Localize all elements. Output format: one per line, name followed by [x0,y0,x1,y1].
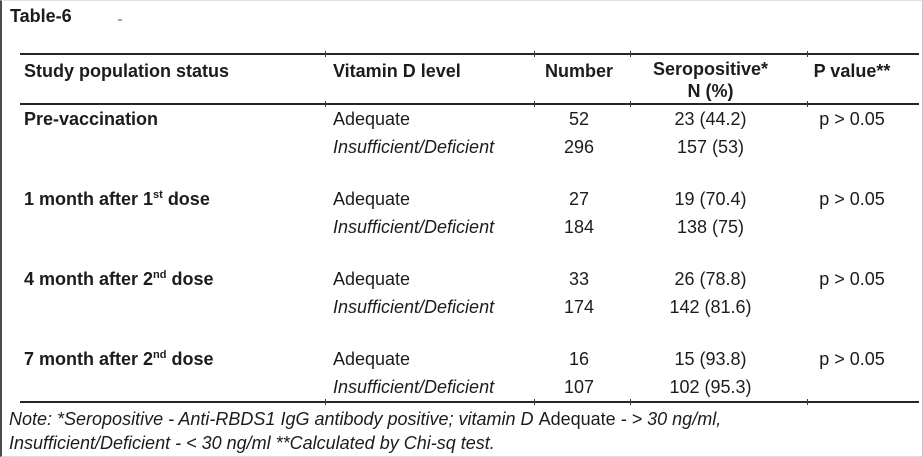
table-row: 1 month after 1st dose Adequate 27 19 (7… [20,185,919,213]
table-group-4-month-after-2nd-dose: 4 month after 2nd dose Adequate 33 26 (7… [20,265,919,321]
column-tick [807,51,808,57]
vitamin-d-level-cell: Insufficient/Deficient [333,377,495,397]
seropositive-cell: 157 (53) [676,137,745,157]
seropositive-cell: 15 (93.8) [674,349,747,369]
status-text-suffix: dose [166,269,214,289]
footnote-line-1: Note: *Seropositive - Anti-RBDS1 IgG ant… [9,407,914,431]
stray-dot [118,19,122,21]
column-tick [630,399,631,405]
status-cell: 1 month after 1st dose [20,185,325,213]
number-cell: 174 [563,297,595,317]
seropositive-cell: 142 (81.6) [669,297,752,317]
table-row: Insufficient/Deficient 296 157 (53) [20,133,919,161]
header-p-value: P value** [813,61,891,81]
p-value-cell: p > 0.05 [819,109,885,129]
vitamin-d-level-cell: Adequate [333,109,411,129]
seropositive-cell: 26 (78.8) [674,269,747,289]
empty-cell [20,133,325,161]
p-value-cell: p > 0.05 [819,269,885,289]
number-cell: 52 [568,109,590,129]
vitamin-d-level-cell: Adequate [333,189,411,209]
header-bottom-rule [20,101,919,107]
status-text-suffix: dose [166,349,214,369]
seropositive-cell: 138 (75) [676,217,745,237]
empty-cell [20,373,325,401]
status-text: Pre-vaccination [24,109,159,129]
header-seropositive-line2: N (%) [687,81,734,101]
table-bottom-rule [20,399,919,405]
table-row: Insufficient/Deficient 184 138 (75) [20,213,919,241]
column-tick [807,101,808,107]
column-tick [807,399,808,405]
status-cell: 7 month after 2nd dose [20,345,325,373]
column-tick [325,51,326,57]
status-text: 4 month after 2 [24,269,154,289]
status-cell: 4 month after 2nd dose [20,265,325,293]
header-seropositive: Seropositive* N (%) [630,55,807,103]
empty-cell [20,213,325,241]
data-table: Study population status Vitamin D level … [20,51,919,405]
header-seropositive-line1: Seropositive* [652,59,769,79]
vitamin-d-level-cell: Insufficient/Deficient [333,137,495,157]
footnote-text: - > 30 ng/ml, [615,409,722,429]
footnote-text: Note: *Seropositive - Anti-RBDS1 IgG ant… [9,409,539,429]
table-group-7-month-after-2nd-dose: 7 month after 2nd dose Adequate 16 15 (9… [20,345,919,401]
status-cell: Pre-vaccination [20,105,325,133]
table-title: Table-6 [10,6,72,26]
column-tick [325,101,326,107]
seropositive-cell: 23 (44.2) [674,109,747,129]
status-text: 1 month after 1 [24,189,154,209]
table-row: 7 month after 2nd dose Adequate 16 15 (9… [20,345,919,373]
table-top-rule [20,51,919,57]
vitamin-d-level-cell: Insufficient/Deficient [333,217,495,237]
table-row: Insufficient/Deficient 174 142 (81.6) [20,293,919,321]
column-tick [630,101,631,107]
status-text-suffix: dose [162,189,210,209]
table-row: Pre-vaccination Adequate 52 23 (44.2) p … [20,105,919,133]
footnote-adequate-term: Adequate [538,409,616,429]
status-text: 7 month after 2 [24,349,154,369]
column-tick [630,51,631,57]
empty-cell [807,373,919,401]
number-cell: 33 [568,269,590,289]
table-group-1-month-after-1st-dose: 1 month after 1st dose Adequate 27 19 (7… [20,185,919,241]
number-cell: 16 [568,349,590,369]
table-header-row: Study population status Vitamin D level … [20,55,919,103]
number-cell: 27 [568,189,590,209]
empty-cell [807,293,919,321]
table-row: Insufficient/Deficient 107 102 (95.3) [20,373,919,401]
column-tick [325,399,326,405]
status-superscript: nd [153,349,167,361]
table-footnote: Note: *Seropositive - Anti-RBDS1 IgG ant… [9,407,914,455]
p-value-cell: p > 0.05 [819,349,885,369]
column-tick [534,51,535,57]
number-cell: 184 [563,217,595,237]
seropositive-cell: 102 (95.3) [669,377,752,397]
vitamin-d-level-cell: Insufficient/Deficient [333,297,495,317]
number-cell: 296 [563,137,595,157]
vitamin-d-level-cell: Adequate [333,349,411,369]
column-tick [534,399,535,405]
table-row: 4 month after 2nd dose Adequate 33 26 (7… [20,265,919,293]
status-superscript: st [153,189,163,201]
empty-cell [20,293,325,321]
header-vitamin-d: Vitamin D level [333,61,461,81]
p-value-cell: p > 0.05 [819,189,885,209]
table-group-pre-vaccination: Pre-vaccination Adequate 52 23 (44.2) p … [20,105,919,161]
column-tick [534,101,535,107]
empty-cell [807,213,919,241]
footnote-line-2: Insufficient/Deficient - < 30 ng/ml **Ca… [9,433,495,453]
vitamin-d-level-cell: Adequate [333,269,411,289]
status-superscript: nd [153,269,167,281]
number-cell: 107 [563,377,595,397]
header-study-population: Study population status [24,61,229,81]
empty-cell [807,133,919,161]
seropositive-cell: 19 (70.4) [674,189,747,209]
header-number: Number [544,61,613,81]
